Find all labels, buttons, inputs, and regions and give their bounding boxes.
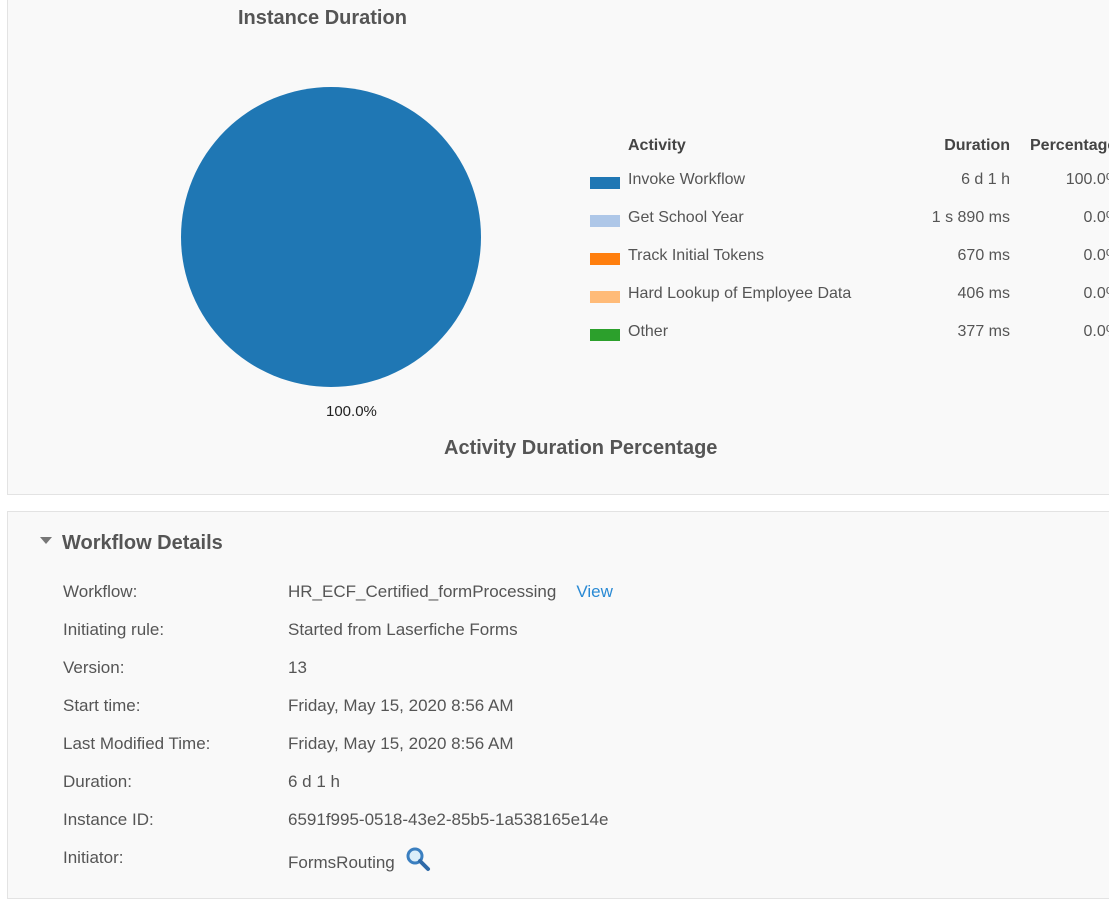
legend-duration: 1 s 890 ms — [931, 209, 1010, 226]
legend-header-activity: Activity — [628, 137, 686, 154]
detail-label: Instance ID: — [63, 810, 154, 829]
workflow-details-header[interactable]: Workflow Details — [40, 532, 223, 555]
legend-percentage: 0.0% — [1083, 285, 1109, 302]
pie-slice[interactable] — [181, 87, 481, 387]
caret-down-icon[interactable] — [40, 537, 52, 545]
detail-value: 13 — [288, 658, 307, 677]
legend-swatch — [590, 215, 620, 227]
detail-label: Version: — [63, 658, 125, 677]
detail-value: FormsRouting — [288, 846, 431, 879]
detail-label: Workflow: — [63, 582, 138, 601]
detail-value: Friday, May 15, 2020 8:56 AM — [288, 734, 514, 753]
view-workflow-link[interactable]: View — [576, 582, 613, 601]
legend-percentage: 100.0% — [1065, 171, 1109, 188]
chart-title: Instance Duration — [238, 7, 407, 29]
legend-swatch — [590, 177, 620, 189]
chart-panel: Instance Duration 100.0% Activity Durati… — [7, 0, 1109, 495]
legend-header-duration: Duration — [944, 137, 1010, 154]
detail-label: Start time: — [63, 696, 141, 715]
search-icon[interactable] — [405, 846, 431, 877]
detail-label: Duration: — [63, 772, 132, 791]
legend-row[interactable]: Get School Year 1 s 890 ms 0.0% — [590, 209, 1109, 247]
legend-activity: Hard Lookup of Employee Data — [628, 285, 852, 302]
initiator-name: FormsRouting — [288, 852, 395, 872]
legend-row[interactable]: Track Initial Tokens 670 ms 0.0% — [590, 247, 1109, 285]
legend-percentage: 0.0% — [1083, 323, 1109, 340]
legend-duration: 6 d 1 h — [961, 171, 1010, 188]
legend-row[interactable]: Other 377 ms 0.0% — [590, 323, 1109, 361]
legend-activity: Other — [628, 323, 669, 340]
chart-subtitle: Activity Duration Percentage — [444, 437, 718, 459]
legend-activity: Track Initial Tokens — [628, 247, 765, 264]
legend-duration: 406 ms — [957, 285, 1010, 302]
detail-value: 6 d 1 h — [288, 772, 340, 791]
legend-duration: 377 ms — [957, 323, 1010, 340]
pie-slice-label: 100.0% — [326, 403, 377, 420]
legend-percentage: 0.0% — [1083, 247, 1109, 264]
detail-label: Initiator: — [63, 848, 124, 867]
detail-label: Last Modified Time: — [63, 734, 211, 753]
detail-label: Initiating rule: — [63, 620, 165, 639]
legend-swatch — [590, 329, 620, 341]
legend-swatch — [590, 291, 620, 303]
legend-activity: Invoke Workflow — [628, 171, 746, 188]
detail-value: HR_ECF_Certified_formProcessing View — [288, 582, 613, 602]
detail-value: 6591f995-0518-43e2-85b5-1a538165e14e — [288, 810, 609, 829]
legend-row[interactable]: Invoke Workflow 6 d 1 h 100.0% — [590, 171, 1109, 209]
workflow-name: HR_ECF_Certified_formProcessing — [288, 582, 557, 601]
legend-duration: 670 ms — [957, 247, 1010, 264]
legend-percentage: 0.0% — [1083, 209, 1109, 226]
legend-header-percentage: Percentage — [1030, 137, 1109, 154]
legend-header: Activity Duration Percentage — [590, 137, 1109, 171]
legend-row[interactable]: Hard Lookup of Employee Data 406 ms 0.0% — [590, 285, 1109, 323]
detail-value: Friday, May 15, 2020 8:56 AM — [288, 696, 514, 715]
workflow-details-title: Workflow Details — [62, 532, 223, 554]
legend-swatch — [590, 253, 620, 265]
legend-table: Activity Duration Percentage Invoke Work… — [590, 137, 1109, 361]
detail-value: Started from Laserfiche Forms — [288, 620, 518, 639]
pie-chart — [181, 87, 481, 387]
workflow-details-panel: Workflow Details Workflow: HR_ECF_Certif… — [7, 511, 1109, 899]
legend-activity: Get School Year — [628, 209, 744, 226]
